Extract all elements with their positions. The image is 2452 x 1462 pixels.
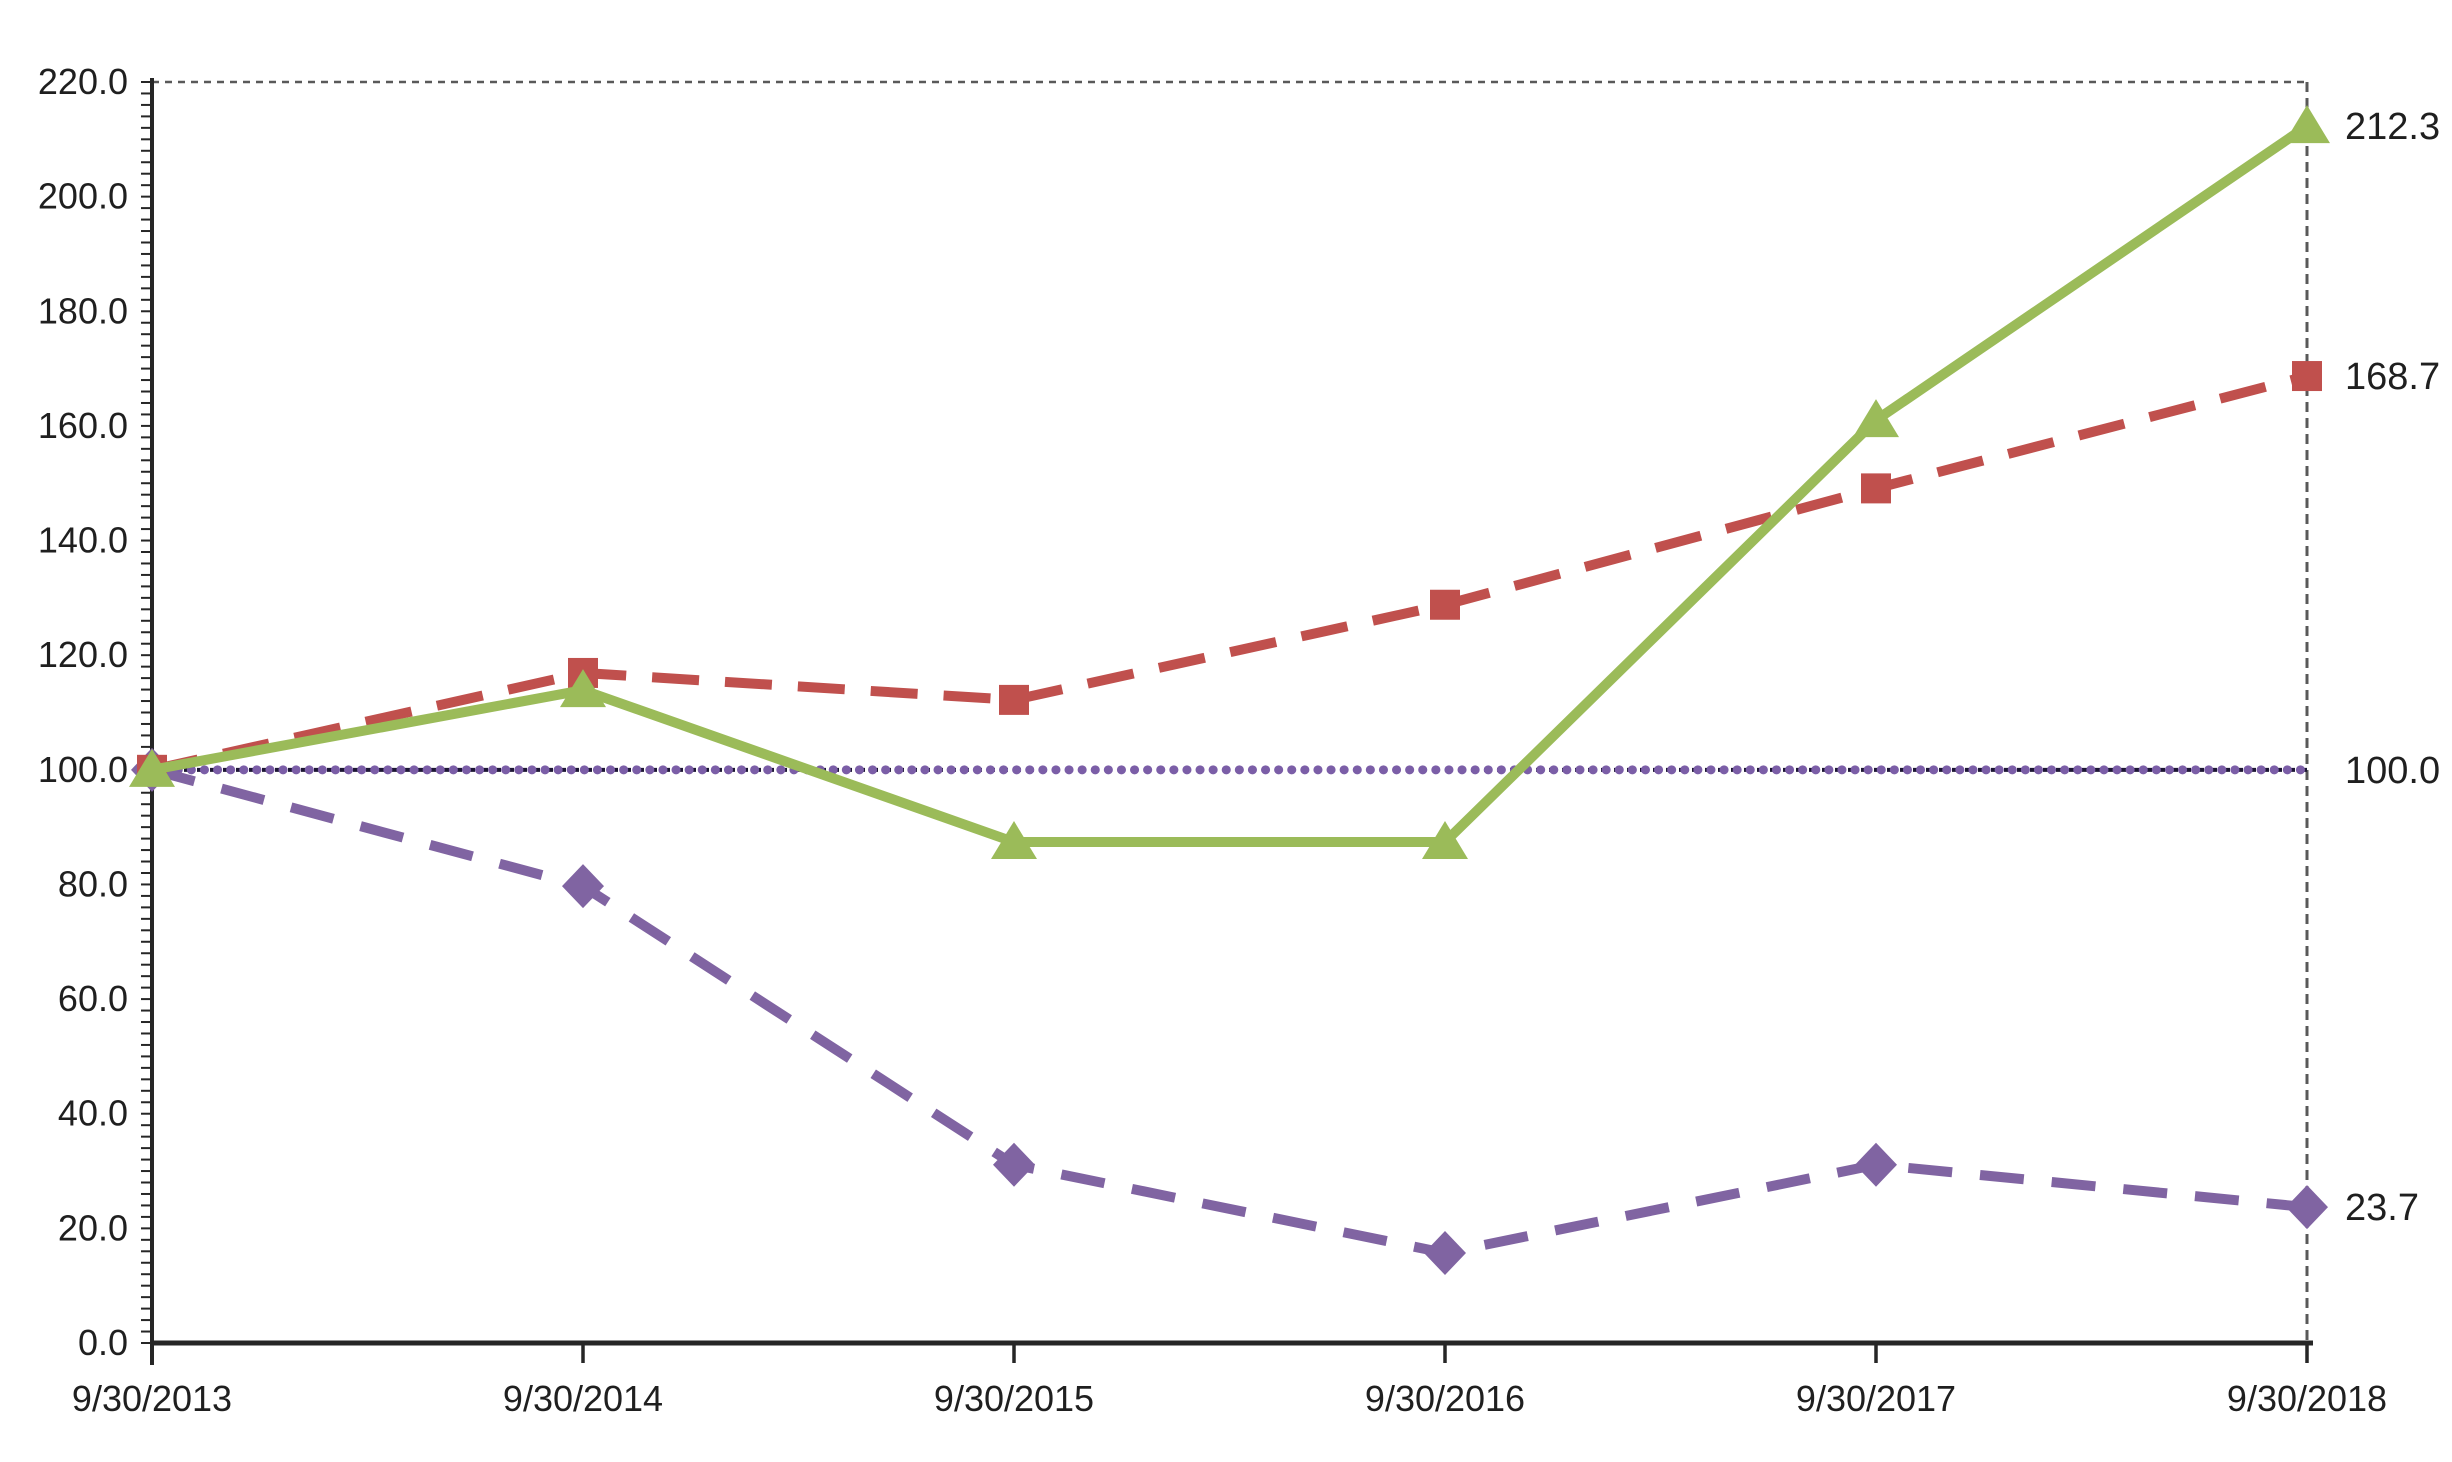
series-green-triangle-solid-marker <box>560 669 606 708</box>
series-green-triangle-solid-marker <box>2284 105 2330 144</box>
y-tick-label: 80.0 <box>58 863 128 904</box>
y-tick-label: 120.0 <box>38 634 128 675</box>
series-green-triangle-solid-marker <box>129 748 175 787</box>
x-tick-label: 9/30/2017 <box>1796 1378 1956 1419</box>
series-green-triangle-solid-marker <box>1853 399 1899 438</box>
x-tick-label: 9/30/2013 <box>72 1378 232 1419</box>
y-tick-label: 140.0 <box>38 520 128 561</box>
x-tick-label: 9/30/2014 <box>503 1378 663 1419</box>
x-tick-label: 9/30/2018 <box>2227 1378 2387 1419</box>
end-label-triangle: 212.3 <box>2345 106 2440 148</box>
series-purple-diamond-dashed-marker <box>993 1142 1035 1187</box>
series-red-square-dashed-marker <box>2292 361 2322 392</box>
y-tick-label: 200.0 <box>38 176 128 217</box>
series-red-square-dashed-line <box>150 371 2309 775</box>
series-purple-diamond-dashed-marker <box>562 864 604 909</box>
x-tick-label: 9/30/2016 <box>1365 1378 1525 1419</box>
series-red-square-dashed-marker <box>1861 473 1891 504</box>
series-purple-diamond-dashed-marker <box>1424 1231 1466 1276</box>
end-label-baseline: 100.0 <box>2345 750 2440 792</box>
y-tick-label: 40.0 <box>58 1093 128 1134</box>
y-tick-label: 0.0 <box>78 1322 128 1363</box>
y-tick-label: 60.0 <box>58 978 128 1019</box>
series-green-triangle-solid-marker <box>991 821 1037 860</box>
y-tick-label: 220.0 <box>38 61 128 102</box>
y-tick-label: 100.0 <box>38 749 128 790</box>
series-purple-diamond-dashed-line <box>150 764 2308 1259</box>
x-tick-label: 9/30/2015 <box>934 1378 1094 1419</box>
y-tick-label: 20.0 <box>58 1207 128 1248</box>
y-tick-label: 180.0 <box>38 290 128 331</box>
series-green-triangle-solid-marker <box>1422 821 1468 860</box>
series-purple-diamond-dashed-marker <box>2286 1185 2328 1230</box>
end-label-diamond: 23.7 <box>2345 1187 2419 1229</box>
series-red-square-dashed-marker <box>1430 589 1460 620</box>
series-purple-diamond-dashed-marker <box>1855 1142 1897 1187</box>
series-red-square-dashed-marker <box>999 684 1029 715</box>
end-label-square: 168.7 <box>2345 356 2440 398</box>
y-tick-label: 160.0 <box>38 405 128 446</box>
series-green-triangle-solid-line <box>147 121 2312 848</box>
